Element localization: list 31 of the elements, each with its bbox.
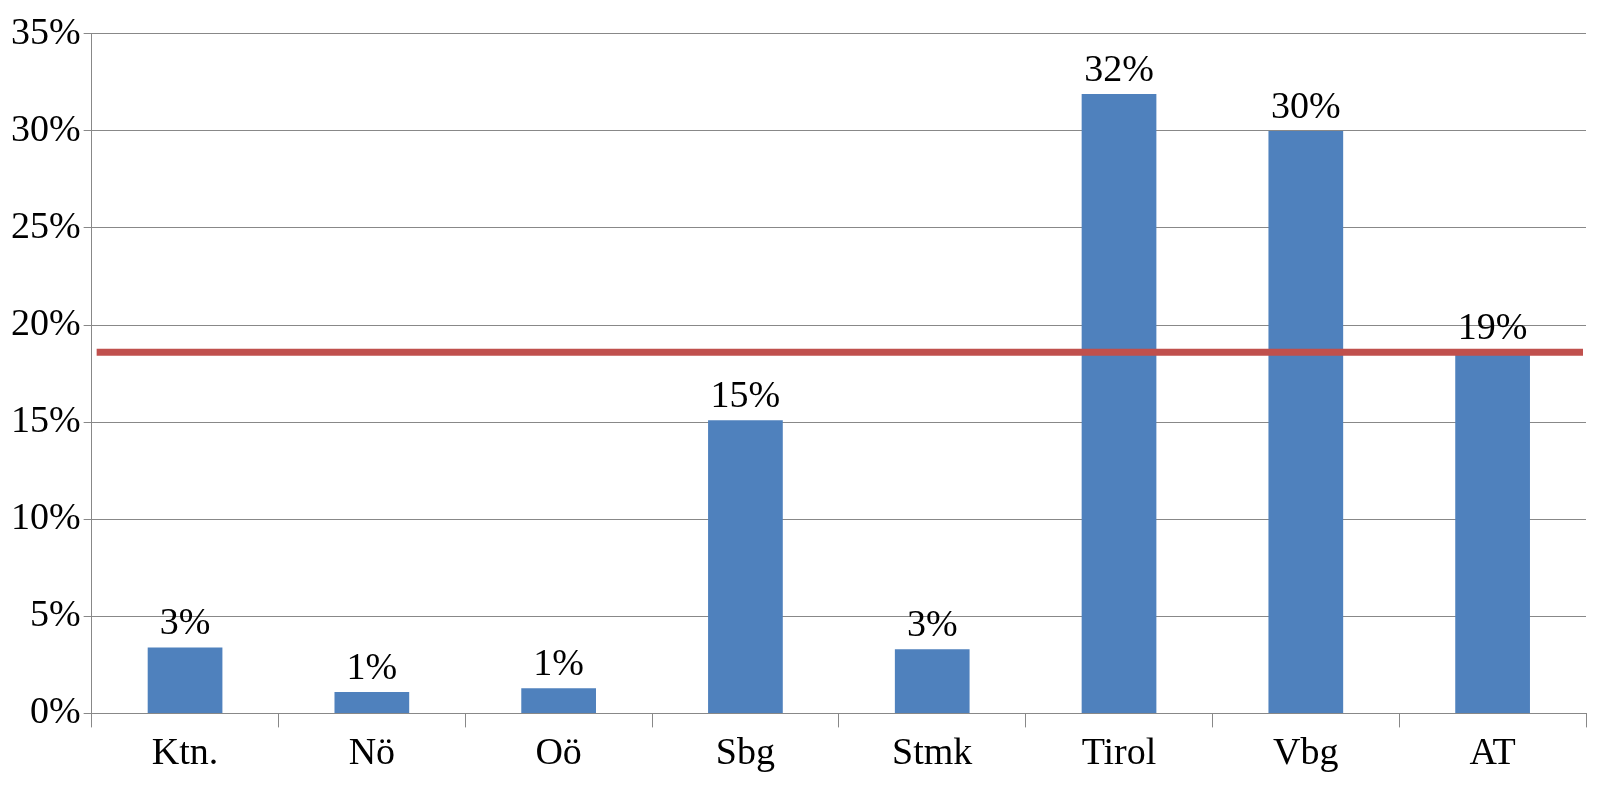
y-tick-label: 35% [11,9,81,52]
x-tick-label: AT [1469,730,1516,773]
bar [894,649,970,713]
y-tick-label: 20% [11,301,81,344]
y-tick-label: 30% [11,106,81,149]
bar [147,647,223,713]
y-tick-label: 15% [11,398,81,441]
x-tick-label: Ktn. [151,730,219,773]
y-tick-label: 10% [11,495,81,538]
bar [334,692,410,713]
data-label: 1% [533,641,584,684]
bar [1081,93,1157,713]
data-label: 19% [1457,305,1528,348]
y-tick-label: 0% [30,689,81,732]
bar [1268,130,1344,713]
x-tick-label: Oö [535,730,582,773]
x-tick-label: Vbg [1273,730,1339,773]
data-label: 30% [1270,83,1341,126]
data-label: 15% [710,373,781,416]
bar [708,420,783,713]
x-tick-label: Tirol [1081,730,1157,773]
x-tick-label: Sbg [715,730,775,773]
data-label: 1% [346,645,398,688]
y-tick-label: 25% [11,203,81,246]
data-label: 3% [159,600,211,643]
x-tick-label: Nö [348,730,396,773]
y-tick-label: 5% [30,592,81,635]
data-label: 32% [1084,46,1154,89]
data-label: 3% [906,602,958,645]
x-tick-label: Stmk [892,730,973,773]
bar [521,688,596,713]
